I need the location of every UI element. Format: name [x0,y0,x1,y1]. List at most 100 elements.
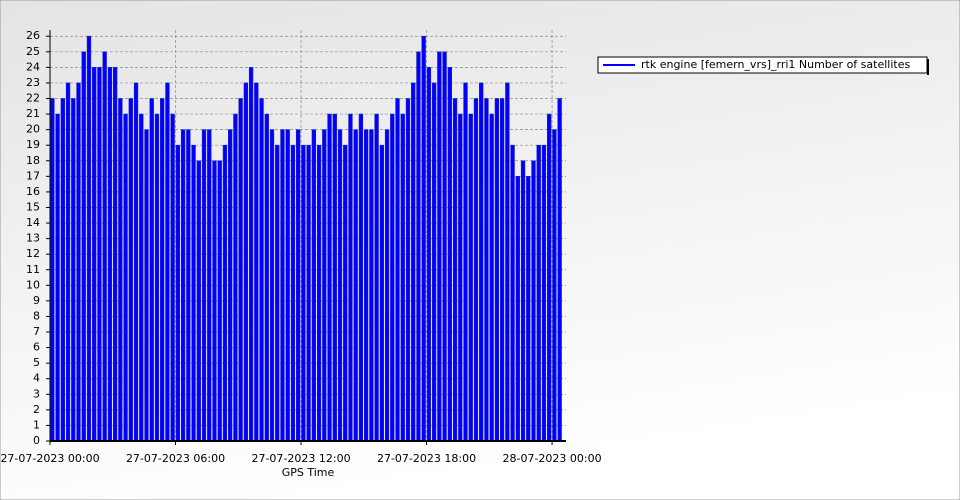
y-tick-label: 23 [26,76,40,89]
x-axis-label: GPS Time [282,466,335,479]
y-tick-label: 2 [33,403,40,416]
bar [411,82,416,442]
bar [316,144,322,442]
bar [76,82,81,442]
bar [452,98,458,442]
y-tick-label: 16 [26,185,40,198]
bar [400,113,405,442]
bar [222,144,228,442]
bar [285,129,290,442]
bar [405,98,411,442]
y-tick-label: 24 [26,60,40,73]
bar [233,113,238,442]
bar [275,144,280,442]
bar [384,129,390,442]
bar [390,113,395,442]
bar [92,67,97,442]
y-tick-label: 10 [26,278,40,291]
bar [112,67,118,442]
bar [510,144,515,442]
bar [259,98,264,442]
y-tick-label: 25 [26,45,40,58]
y-tick-label: 0 [33,434,40,447]
y-tick-label: 9 [33,294,40,307]
bar [301,144,306,442]
bar [526,176,531,442]
y-tick-label: 22 [26,92,40,105]
bar [175,144,181,442]
y-tick-label: 4 [33,372,40,385]
bar [217,160,222,442]
bar [81,51,86,442]
y-tick-label: 20 [26,123,40,136]
y-tick-label: 17 [26,169,40,182]
bar [238,98,243,442]
y-tick-label: 14 [26,216,40,229]
y-tick-label: 11 [26,263,40,276]
bar [363,129,369,442]
bar [343,144,348,442]
bar [520,160,526,442]
legend-label: rtk engine [femern_vrs]_rri1 Number of s… [641,58,910,71]
bar [437,51,442,442]
bar [348,113,353,442]
y-tick-label: 19 [26,138,40,151]
x-tick-label: 27-07-2023 06:00 [126,452,225,465]
bar [207,129,212,442]
bar [290,144,296,442]
x-tick-label: 28-07-2023 00:00 [502,452,601,465]
bar [557,98,562,442]
bar [118,98,123,442]
bar [144,129,149,442]
bar [531,160,536,442]
bar [243,82,249,442]
bar [369,129,374,442]
bar [426,67,432,442]
bar [494,98,500,442]
bar [97,67,102,442]
bar [212,160,217,442]
bar [332,113,337,442]
bar [186,129,191,442]
bar [327,113,332,442]
bar [107,67,113,442]
bar [55,113,60,442]
bar [295,129,301,442]
bar [379,144,385,442]
bar [180,129,186,442]
y-tick-label: 6 [33,341,40,354]
bar [248,67,254,442]
bar [547,113,552,442]
bar [395,98,400,442]
bar [160,98,165,442]
bar [358,113,364,442]
y-tick-label: 7 [33,325,40,338]
bar [473,98,479,442]
x-tick-label: 27-07-2023 12:00 [251,452,350,465]
y-tick-label: 3 [33,387,40,400]
bar [306,144,311,442]
bar [541,144,547,442]
bar [71,98,76,442]
bar [264,113,269,442]
bar [50,98,55,442]
x-tick-label: 27-07-2023 18:00 [377,452,476,465]
bar [552,129,557,442]
bar [165,82,170,442]
bar [139,113,144,442]
x-tick-label: 27-07-2023 00:00 [0,452,99,465]
bar [468,113,473,442]
bar [536,144,541,442]
bar [479,82,484,442]
bar [170,113,175,442]
bar [60,98,65,442]
bar [123,113,128,442]
bar [86,35,92,442]
y-tick-label: 21 [26,107,40,120]
legend-shadow [927,59,929,75]
bar [421,35,426,442]
bar [269,129,275,442]
y-tick-label: 1 [33,418,40,431]
bar [149,98,154,442]
